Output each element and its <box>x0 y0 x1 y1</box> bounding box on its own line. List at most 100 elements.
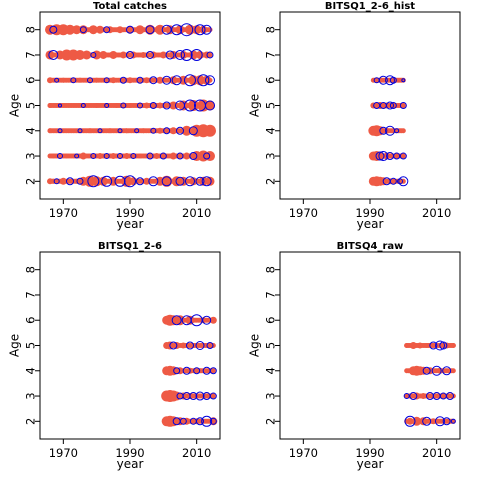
residual-point <box>68 128 72 133</box>
residual-point <box>103 77 110 84</box>
residual-point <box>403 393 410 400</box>
residual-point <box>148 176 159 187</box>
residual-point <box>193 367 201 375</box>
residual-point <box>127 77 133 84</box>
plot-marks: 1970 1990 2010 2 3 4 5 6 7 8 year Age <box>8 251 221 471</box>
residual-point <box>430 418 437 425</box>
residual-point <box>206 51 214 59</box>
plot-marks: 1970 1990 2010 2 3 4 5 6 7 8 year Age <box>248 11 461 231</box>
plot-frame <box>279 11 461 200</box>
panel-title: BITSQ4_raw <box>337 241 404 252</box>
residual-point <box>185 315 195 325</box>
residual-point <box>90 153 97 160</box>
residual-point <box>201 415 213 427</box>
y-tick-label: 7 <box>264 51 278 58</box>
x-tick-label: 1970 <box>289 206 318 220</box>
residual-point <box>149 76 158 85</box>
residual-point <box>153 153 160 160</box>
residual-point <box>117 153 123 160</box>
y-axis-label: Age <box>248 334 262 357</box>
residual-point <box>103 153 110 160</box>
residual-point <box>190 48 203 61</box>
residual-point <box>64 153 70 159</box>
residual-point <box>400 128 406 134</box>
residual-point <box>437 367 443 374</box>
panel-total-catches: Total catches 1970 1990 2010 2 3 4 5 6 7 8 year Age <box>8 1 221 231</box>
residual-point <box>77 77 83 83</box>
residual-point <box>104 103 110 108</box>
residual-point <box>198 176 208 186</box>
residual-point <box>66 177 74 186</box>
residual-point <box>176 126 184 135</box>
residual-point <box>137 102 143 109</box>
y-tick-label: 4 <box>24 367 38 374</box>
residual-point <box>124 128 130 134</box>
residual-point <box>409 392 418 401</box>
residual-point <box>169 341 178 350</box>
residual-point <box>386 101 394 110</box>
residual-point <box>80 103 86 108</box>
residual-point <box>87 77 93 84</box>
residual-point <box>180 342 187 349</box>
y-axis-label: Age <box>248 94 262 117</box>
y-tick-label: 5 <box>264 342 278 349</box>
residual-point <box>117 128 123 134</box>
residual-point <box>159 51 167 59</box>
residual-point <box>389 76 397 84</box>
residual-point <box>398 176 409 187</box>
residual-point <box>126 25 134 34</box>
residual-point <box>169 127 177 135</box>
residual-point <box>182 366 191 375</box>
residual-point <box>183 152 191 160</box>
x-tick-label: 2010 <box>182 206 211 220</box>
residual-point <box>47 77 53 84</box>
residual-point <box>107 128 113 134</box>
residual-point <box>114 103 120 108</box>
residual-point <box>119 76 127 84</box>
residual-point <box>435 416 445 427</box>
residual-point <box>127 103 133 108</box>
residual-point <box>180 48 193 61</box>
residual-point <box>180 23 194 37</box>
y-tick-label: 8 <box>264 26 278 33</box>
residual-point <box>400 153 406 159</box>
residual-point <box>201 176 212 187</box>
panel-bitsq1-hist: BITSQ1_2-6_hist 1970 1990 2010 2 3 4 5 6 7 8 year A… <box>248 1 461 231</box>
y-tick-label: 4 <box>24 127 38 134</box>
residual-point <box>439 341 448 350</box>
residual-point <box>442 366 452 376</box>
y-tick-label: 2 <box>264 418 278 425</box>
residual-point <box>171 315 182 326</box>
y-tick-label: 7 <box>24 51 38 58</box>
residual-point <box>157 102 163 109</box>
y-tick-label: 5 <box>264 102 278 109</box>
residual-point <box>196 50 204 59</box>
residual-point <box>173 367 181 375</box>
residual-point <box>145 25 155 35</box>
residual-point <box>378 75 388 85</box>
y-tick-label: 3 <box>264 392 278 399</box>
residual-point <box>200 343 206 348</box>
plot-marks: 1970 1990 2010 2 3 4 5 6 7 8 year Age <box>8 11 221 231</box>
y-tick-label: 8 <box>24 266 38 273</box>
residual-point <box>143 77 150 84</box>
residual-point <box>404 343 410 348</box>
residual-point <box>399 152 407 160</box>
residual-point <box>126 50 134 59</box>
residual-point <box>75 49 85 60</box>
residual-point <box>120 102 127 109</box>
residual-point <box>165 50 175 60</box>
residual-point <box>171 75 182 86</box>
residual-point <box>450 343 456 348</box>
residual-point <box>96 25 104 34</box>
plot-marks: 1970 1990 2010 2 3 4 5 6 7 8 year Age <box>248 251 461 471</box>
residual-point <box>116 26 124 34</box>
residual-point <box>79 152 87 160</box>
residual-point <box>435 340 445 351</box>
x-tick-label: 1970 <box>289 446 318 460</box>
residual-point <box>124 175 136 188</box>
residual-point <box>188 126 198 136</box>
residual-point <box>189 152 198 161</box>
residual-point <box>186 341 194 350</box>
residual-point <box>424 343 430 348</box>
